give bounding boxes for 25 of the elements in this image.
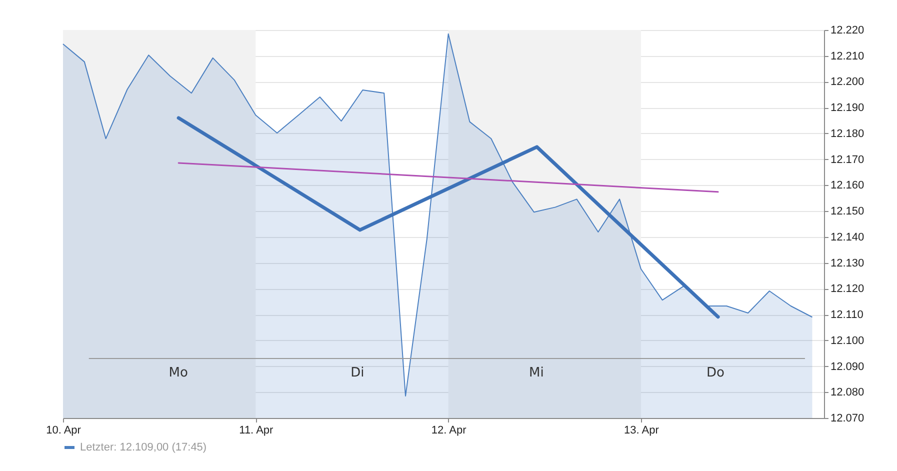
y-tick-label: 12.180 bbox=[830, 128, 864, 140]
x-tick-label: 10. Apr bbox=[46, 424, 82, 436]
y-tick-label: 12.070 bbox=[830, 412, 864, 424]
y-tick-label: 12.100 bbox=[830, 334, 864, 347]
x-tick-label: 13. Apr bbox=[624, 424, 660, 436]
y-tick-label: 12.140 bbox=[830, 231, 864, 244]
y-tick-label: 12.210 bbox=[830, 50, 864, 62]
y-tick-label: 12.090 bbox=[830, 360, 864, 373]
y-tick-label: 12.150 bbox=[830, 206, 864, 218]
y-tick-label: 12.120 bbox=[830, 283, 864, 296]
y-tick-label: 12.220 bbox=[830, 24, 864, 36]
annotation: Di bbox=[350, 366, 364, 381]
y-tick-label: 12.200 bbox=[830, 76, 864, 88]
annotation: Do bbox=[706, 366, 724, 381]
x-tick-label: 11. Apr bbox=[239, 424, 274, 436]
x-tick-label: 12. Apr bbox=[431, 424, 467, 436]
annotation: Mo bbox=[168, 366, 188, 381]
y-tick-label: 12.170 bbox=[830, 154, 864, 166]
annotation: Mi bbox=[529, 366, 544, 381]
y-tick-label: 12.190 bbox=[830, 102, 864, 114]
y-tick-label: 12.080 bbox=[830, 386, 864, 399]
y-tick-label: 12.160 bbox=[830, 180, 864, 192]
y-tick-label: 12.110 bbox=[830, 309, 864, 322]
y-tick-label: 12.130 bbox=[830, 257, 864, 270]
legend-label: Letzter: 12.109,00 (17:45) bbox=[80, 442, 207, 454]
